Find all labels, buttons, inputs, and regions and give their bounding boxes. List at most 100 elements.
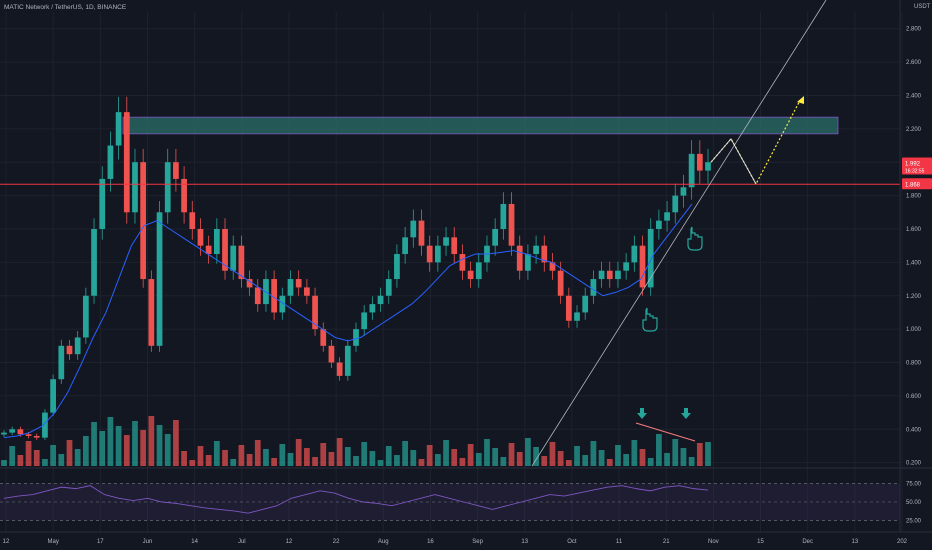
candle-body — [402, 237, 408, 255]
rsi-line — [3, 485, 709, 514]
candle-body — [705, 162, 711, 171]
volume-bar — [33, 450, 40, 466]
volume-bar — [91, 422, 97, 466]
time-tick-label: Aug — [378, 539, 389, 545]
candle-body — [631, 245, 638, 263]
volume-bar — [287, 453, 294, 466]
time-tick-label: 12 — [286, 539, 293, 545]
annotations — [635, 226, 703, 442]
candle-body — [246, 279, 253, 288]
volume-bar — [353, 456, 359, 466]
volume-bar — [631, 440, 638, 466]
candle-body — [615, 270, 621, 280]
volume-bar — [1, 460, 7, 466]
down-arrow-icon — [637, 408, 647, 419]
resistance-zone[interactable] — [122, 116, 839, 135]
volume-bar — [656, 434, 662, 466]
candle-body — [688, 153, 695, 188]
candle-body — [467, 270, 474, 280]
volume-bar — [361, 442, 368, 466]
volume-bar — [295, 439, 302, 466]
volume-bar — [50, 445, 56, 466]
volume-bar — [25, 441, 32, 466]
price-label-value: 1.992 — [905, 162, 921, 168]
volume-bar — [156, 425, 163, 466]
candle-body — [123, 112, 130, 213]
volume-bar — [377, 460, 384, 466]
volume-bar — [344, 447, 351, 466]
volume-bar — [58, 454, 65, 466]
time-tick-label: Oct — [567, 539, 577, 545]
price-tick-label: 1.200 — [906, 294, 922, 300]
price-tick-label: 1.600 — [906, 227, 922, 233]
time-tick-label: 15 — [757, 539, 764, 545]
volume-bar — [443, 440, 449, 466]
time-tick-label: 16 — [427, 539, 434, 545]
price-tick-label: 2.200 — [906, 127, 922, 133]
time-tick-label: 22 — [333, 539, 340, 545]
volume-bar — [598, 450, 605, 466]
candle-body — [582, 295, 589, 313]
candle-body — [500, 203, 507, 229]
hand-pointer-icon — [642, 307, 658, 332]
volume-bar — [312, 457, 318, 466]
volume-bar — [508, 443, 515, 466]
volume-bar — [132, 421, 138, 466]
candle-body — [336, 362, 343, 376]
candle-body — [148, 279, 155, 346]
currency-label: USDT — [914, 4, 931, 10]
time-tick-label: Nov — [708, 539, 719, 545]
volume-bar — [680, 448, 687, 466]
candle-body — [213, 228, 220, 255]
candle-body — [656, 220, 662, 229]
volume-bar — [647, 458, 654, 466]
candle-body — [516, 245, 523, 271]
candle-body — [394, 254, 400, 280]
volume-bar — [99, 431, 106, 466]
volume-bar — [533, 447, 539, 466]
volume-bar — [418, 459, 425, 466]
candle-body — [295, 279, 302, 288]
candle-body — [639, 245, 646, 288]
volume-bar — [394, 455, 400, 466]
price-tick-label: 2.800 — [906, 27, 922, 33]
volume-bar — [500, 457, 507, 466]
volume-bar — [304, 448, 310, 466]
volume-bar — [541, 456, 548, 466]
volume-bar — [17, 455, 24, 466]
price-tick-label: 2.600 — [906, 60, 922, 66]
volume-bar — [639, 449, 646, 466]
volume-bar — [205, 455, 212, 466]
price-candles[interactable] — [1, 96, 711, 440]
candle-body — [549, 262, 556, 271]
price-label-box — [902, 178, 932, 190]
volume-bar — [66, 440, 73, 466]
volume-bar — [9, 446, 16, 466]
candle-body — [222, 228, 228, 271]
volume-bar — [434, 454, 441, 466]
volume-bar — [451, 449, 458, 466]
candle-body — [189, 212, 196, 229]
candle-body — [9, 429, 16, 433]
projection-path — [710, 100, 801, 186]
volume-bar — [74, 449, 81, 466]
candle-body — [647, 228, 654, 288]
down-arrow-icon — [681, 408, 691, 419]
volume-bar — [254, 440, 261, 466]
candle-body — [205, 245, 212, 255]
candle-body — [173, 162, 179, 179]
candle-body — [25, 434, 32, 436]
volume-bar — [173, 420, 179, 466]
volume-bar — [516, 452, 523, 466]
volume-bar — [279, 444, 286, 466]
price-tick-label: 0.400 — [906, 427, 922, 433]
trend-line — [531, 0, 827, 467]
drawing-lines[interactable] — [0, 0, 900, 467]
volume-bar — [271, 458, 278, 466]
time-tick-label: 17 — [97, 539, 104, 545]
candle-body — [541, 245, 548, 263]
candle-body — [140, 162, 147, 280]
rsi-pane — [0, 483, 900, 521]
